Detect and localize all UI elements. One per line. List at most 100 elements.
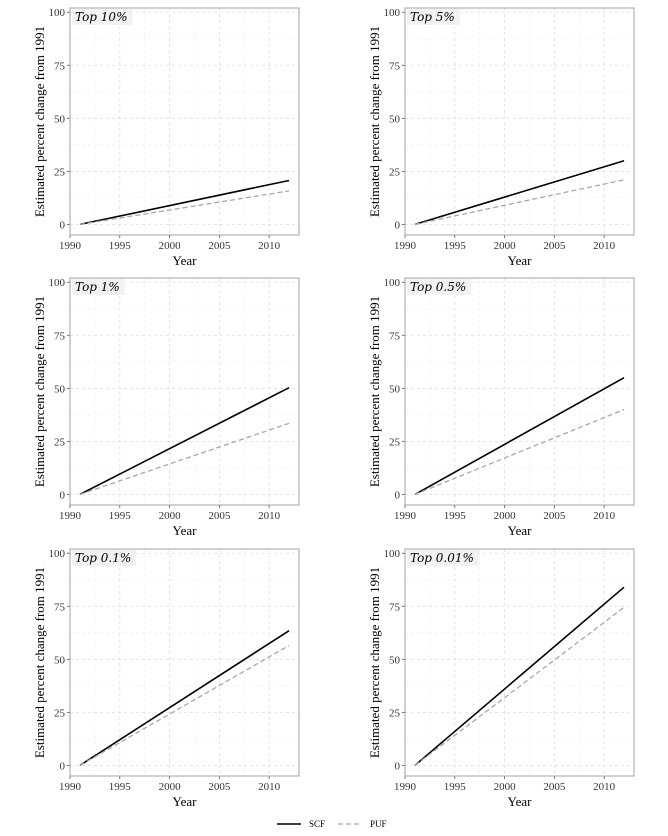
- x-tick-label: 2000: [494, 240, 517, 252]
- chart-panel-2: 0 25 50 75 100 1990 1995 2000 2005 2010 Top 1% Year…: [32, 277, 300, 538]
- x-tick-label: 2000: [494, 781, 517, 793]
- x-tick-label: 2010: [593, 510, 616, 522]
- x-tick-label: 2010: [258, 240, 281, 252]
- y-tick-label: 0: [395, 760, 401, 772]
- series-line-scf: [79, 179, 290, 226]
- y-tick-label: 25: [389, 707, 401, 719]
- series-line-puf: [414, 408, 625, 495]
- y-tick-label: 50: [389, 654, 401, 666]
- y-axis-label: Estimated percent change from 1991: [367, 296, 382, 487]
- y-tick-label: 100: [384, 7, 401, 19]
- y-tick-label: 0: [60, 760, 66, 772]
- panel-title: Top 1%: [75, 280, 120, 294]
- y-tick-label: 50: [389, 113, 401, 125]
- y-tick-label: 100: [384, 277, 401, 289]
- series-line-scf: [414, 586, 625, 767]
- x-tick-label: 1990: [394, 240, 417, 252]
- x-tick-label: 2010: [593, 781, 616, 793]
- x-tick-label: 2000: [494, 510, 517, 522]
- y-tick-label: 100: [49, 7, 66, 19]
- panel-title-background: [72, 550, 137, 566]
- x-tick-label: 1990: [59, 510, 82, 522]
- x-tick-label: 2000: [159, 240, 182, 252]
- y-tick-label: 100: [384, 548, 401, 560]
- y-tick-label: 75: [54, 601, 66, 613]
- series-line-puf: [414, 179, 625, 226]
- chart-panel-3: 0 25 50 75 100 1990 1995 2000 2005 2010 Top 0.5% Ye…: [367, 277, 635, 538]
- panel-title-background: [407, 279, 472, 295]
- legend-label-scf: SCF: [309, 819, 325, 829]
- y-tick-label: 75: [54, 60, 66, 72]
- plot-border: [69, 277, 300, 506]
- plot-background: [405, 8, 634, 235]
- y-tick-label: 25: [389, 166, 401, 178]
- x-axis-label: Year: [508, 523, 533, 538]
- y-axis-label: Estimated percent change from 1991: [32, 296, 47, 487]
- panel-title: Top 0.5%: [410, 280, 466, 294]
- y-tick-label: 50: [389, 383, 401, 395]
- x-tick-label: 1995: [109, 781, 132, 793]
- y-tick-label: 75: [54, 330, 66, 342]
- y-tick-label: 100: [49, 548, 66, 560]
- y-tick-label: 75: [389, 601, 401, 613]
- panel-title: Top 0.01%: [410, 551, 474, 565]
- x-tick-label: 2000: [159, 510, 182, 522]
- x-tick-label: 1990: [59, 240, 82, 252]
- panel-title-background: [407, 9, 460, 25]
- chart-panel-0: 0 25 50 75 100 1990 1995 2000 2005 2010 Top 10% Yea…: [32, 7, 300, 268]
- y-tick-label: 25: [54, 707, 66, 719]
- panel-title: Top 0.1%: [75, 551, 131, 565]
- y-tick-label: 25: [54, 436, 66, 448]
- y-tick-label: 0: [60, 219, 66, 231]
- plot-border: [404, 7, 635, 236]
- plot-border: [69, 7, 300, 236]
- panel-title-background: [72, 9, 133, 25]
- y-tick-label: 50: [54, 383, 66, 395]
- plot-border: [404, 548, 635, 777]
- x-tick-label: 1990: [394, 510, 417, 522]
- chart-panel-4: 0 25 50 75 100 1990 1995 2000 2005 2010 Top 0.1% Ye…: [32, 548, 300, 809]
- series-line-scf: [414, 377, 625, 496]
- x-tick-label: 1995: [109, 240, 132, 252]
- y-axis-label: Estimated percent change from 1991: [367, 26, 382, 217]
- x-axis-label: Year: [508, 794, 533, 809]
- plot-background: [70, 278, 299, 505]
- x-tick-label: 2010: [258, 781, 281, 793]
- panel-title-background: [407, 550, 479, 566]
- legend-label-puf: PUF: [370, 819, 387, 829]
- series-line-puf: [414, 606, 625, 766]
- x-tick-label: 2005: [208, 510, 231, 522]
- y-tick-label: 0: [395, 219, 401, 231]
- series-line-scf: [79, 630, 290, 767]
- x-tick-label: 2005: [543, 781, 566, 793]
- plot-background: [405, 549, 634, 776]
- chart-panel-5: 0 25 50 75 100 1990 1995 2000 2005 2010 Top 0.01% Y…: [367, 548, 635, 809]
- panel-title-background: [72, 279, 125, 295]
- x-axis-label: Year: [173, 523, 198, 538]
- y-tick-label: 0: [395, 489, 401, 501]
- series-line-scf: [414, 159, 625, 226]
- x-axis-label: Year: [173, 253, 198, 268]
- x-tick-label: 2005: [208, 240, 231, 252]
- y-axis-label: Estimated percent change from 1991: [32, 567, 47, 758]
- x-axis-label: Year: [508, 253, 533, 268]
- x-tick-label: 1990: [394, 781, 417, 793]
- x-tick-label: 2005: [543, 510, 566, 522]
- x-tick-label: 1995: [109, 510, 132, 522]
- chart-panel-1: 0 25 50 75 100 1990 1995 2000 2005 2010 Top 5% Year…: [367, 7, 635, 268]
- plot-border: [404, 277, 635, 506]
- y-tick-label: 75: [389, 330, 401, 342]
- x-tick-label: 2010: [593, 240, 616, 252]
- panel-title: Top 10%: [75, 10, 127, 24]
- plot-background: [405, 278, 634, 505]
- x-tick-label: 2010: [258, 510, 281, 522]
- y-tick-label: 75: [389, 60, 401, 72]
- y-tick-label: 50: [54, 654, 66, 666]
- panels-container: 0 25 50 75 100 1990 1995 2000 2005 2010 Top 10% Yea…: [32, 7, 635, 809]
- y-tick-label: 50: [54, 113, 66, 125]
- x-tick-label: 2000: [159, 781, 182, 793]
- series-line-puf: [79, 422, 290, 496]
- series-line-puf: [79, 644, 290, 766]
- y-tick-label: 100: [49, 277, 66, 289]
- x-tick-label: 1995: [444, 510, 467, 522]
